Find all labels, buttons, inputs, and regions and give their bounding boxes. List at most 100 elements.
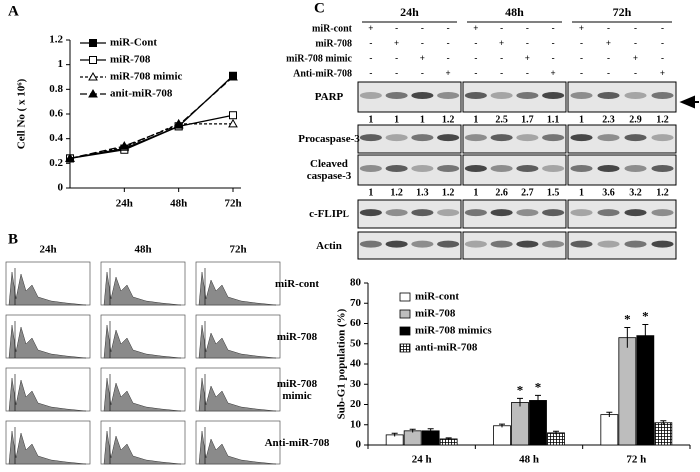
y-tick-label: 0: [58, 182, 64, 194]
bar: [403, 430, 422, 446]
blot-band: [359, 134, 382, 142]
quantification: 1: [579, 114, 584, 125]
error-bar: [660, 420, 667, 425]
blot-band: [516, 134, 539, 142]
condition-sign: +: [660, 68, 665, 78]
y-tick-label: 70: [350, 297, 362, 309]
histogram: [8, 377, 87, 412]
legend-swatch: [399, 292, 411, 302]
condition-sign: -: [500, 68, 503, 78]
x-tick-label: 24h: [116, 198, 133, 210]
condition-sign: -: [474, 68, 477, 78]
time-header: 72h: [613, 5, 632, 19]
quantification: 1: [420, 114, 425, 125]
blot-band: [542, 209, 565, 217]
blot-band: [385, 92, 408, 99]
blot-band: [437, 165, 460, 172]
histogram: [8, 271, 87, 306]
y-tick-label: 1.2: [49, 34, 63, 46]
condition-sign: +: [579, 23, 584, 33]
legend-swatch: [399, 309, 411, 319]
legend-marker: [88, 71, 98, 81]
condition-sign: +: [420, 53, 425, 63]
condition-sign: -: [526, 23, 529, 33]
legend-marker: [89, 39, 97, 47]
blot-band: [385, 240, 408, 248]
y-axis-label: Sub-G1 population (%): [336, 308, 348, 419]
legend-marker: [89, 56, 97, 64]
quantification: 1: [368, 114, 373, 125]
y-tick-label: 0.2: [49, 157, 63, 169]
line: [69, 114, 234, 160]
row-label: miR-cont: [275, 278, 319, 290]
bar: [421, 430, 440, 446]
blot-label-text: c-FLIP: [309, 208, 343, 220]
significance-marker: *: [642, 308, 649, 323]
histogram: [198, 271, 277, 306]
quantification: 1: [473, 187, 478, 198]
blot-band: [464, 165, 487, 172]
condition-sign: -: [552, 53, 555, 63]
condition-label: miR-708 mimic: [286, 53, 352, 64]
blot-band: [437, 134, 460, 142]
blot-band: [516, 165, 539, 172]
y-tick-label: 40: [350, 358, 362, 370]
condition-sign: -: [661, 23, 664, 33]
panel-label: B: [8, 231, 18, 247]
blot-frame: [357, 81, 462, 113]
row-label: miR-708: [276, 331, 318, 343]
condition-sign: -: [661, 53, 664, 63]
quantification: 1.2: [442, 114, 455, 125]
blot-label: c-FLIP L: [298, 200, 360, 228]
error-bar: [553, 430, 559, 435]
blot-label: PARP: [298, 82, 360, 112]
blot-band: [411, 240, 434, 248]
histogram: [198, 430, 277, 465]
condition-sign: -: [447, 23, 450, 33]
blot-band: [570, 240, 593, 248]
condition-sign: +: [394, 38, 399, 48]
condition-sign: -: [607, 68, 610, 78]
significance-marker: *: [624, 312, 631, 327]
blot-band: [385, 134, 408, 142]
y-tick-label: 50: [350, 337, 362, 349]
condition-sign: +: [368, 23, 373, 33]
legend-label: miR-708 mimic: [110, 71, 183, 83]
blot-band: [437, 92, 460, 99]
legend-label: anti-miR-708: [415, 342, 478, 354]
error-bar: [445, 437, 452, 440]
blot-label: Cleaved caspase-3: [298, 155, 360, 185]
blot-band: [570, 92, 593, 99]
y-tick-label: 60: [350, 317, 362, 329]
blot-frame: [567, 199, 677, 229]
blot-band: [411, 165, 434, 172]
condition-sign: -: [661, 38, 664, 48]
panel-label: A: [8, 3, 19, 19]
blot-band: [624, 240, 647, 248]
legend-label: anit-miR-708: [110, 88, 173, 100]
quantification: 1.2: [656, 187, 669, 198]
blot-band: [651, 134, 674, 142]
blot-band: [490, 165, 513, 172]
significance-marker: *: [535, 379, 542, 394]
quantification: 2.5: [495, 114, 508, 125]
blot-band: [651, 240, 674, 248]
arrow: [679, 95, 699, 109]
legend-label: miR-708: [110, 54, 151, 66]
y-axis-label: Cell No ( x 10⁶): [16, 78, 28, 149]
blot-band: [411, 92, 434, 99]
blot-label: Actin: [298, 232, 360, 259]
column-header: 72h: [229, 244, 246, 256]
condition-sign: -: [369, 38, 372, 48]
condition-sign: -: [474, 53, 477, 63]
point: [65, 153, 75, 162]
condition-sign: -: [552, 23, 555, 33]
y-tick-label: 0.6: [49, 108, 63, 120]
condition-sign: +: [473, 23, 478, 33]
blot-band: [651, 209, 674, 217]
bar: [618, 337, 637, 446]
condition-sign: +: [551, 68, 556, 78]
blot-band: [597, 92, 620, 99]
blot-band: [385, 165, 408, 172]
blot-frame: [567, 124, 677, 154]
